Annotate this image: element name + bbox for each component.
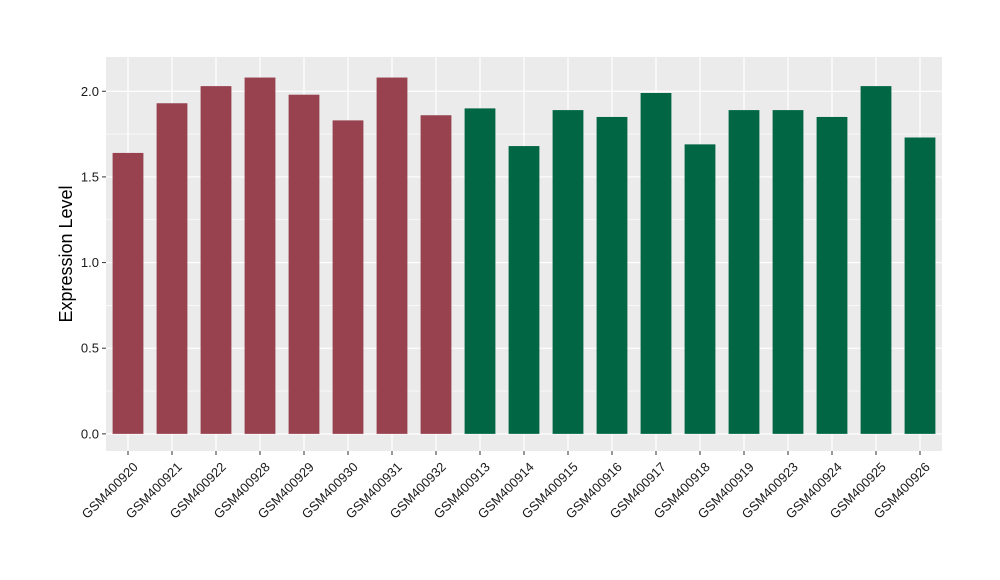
bar-GSM400921	[156, 103, 188, 434]
y-tick-label: 1.5	[81, 169, 99, 184]
bar-GSM400926	[904, 137, 936, 434]
y-tick-label: 1.0	[81, 255, 99, 270]
bar-GSM400919	[728, 110, 760, 434]
bar-GSM400924	[816, 116, 848, 434]
y-tick-label: 2.0	[81, 84, 99, 99]
bar-GSM400923	[772, 110, 804, 434]
bar-GSM400916	[596, 116, 628, 434]
bar-GSM400922	[200, 86, 232, 434]
bar-GSM400918	[684, 144, 716, 434]
bar-GSM400931	[376, 77, 408, 434]
bar-GSM400929	[288, 94, 320, 434]
bars	[112, 77, 936, 434]
bar-GSM400928	[244, 77, 276, 434]
y-axis: 0.0 0.5 1.0 1.5 2.0	[81, 84, 106, 441]
bar-GSM400913	[464, 108, 496, 434]
bar-GSM400915	[552, 110, 584, 434]
bar-GSM400932	[420, 115, 452, 434]
x-axis: GSM400920GSM400921GSM400922GSM400928GSM4…	[79, 451, 933, 522]
bar-GSM400930	[332, 120, 364, 434]
y-axis-title: Expression Level	[56, 185, 76, 322]
bar-GSM400917	[640, 92, 672, 434]
bar-GSM400914	[508, 146, 540, 434]
bar-GSM400925	[860, 86, 892, 434]
y-tick-label: 0.0	[81, 426, 99, 441]
bar-GSM400920	[112, 152, 144, 434]
y-tick-label: 0.5	[81, 341, 99, 356]
